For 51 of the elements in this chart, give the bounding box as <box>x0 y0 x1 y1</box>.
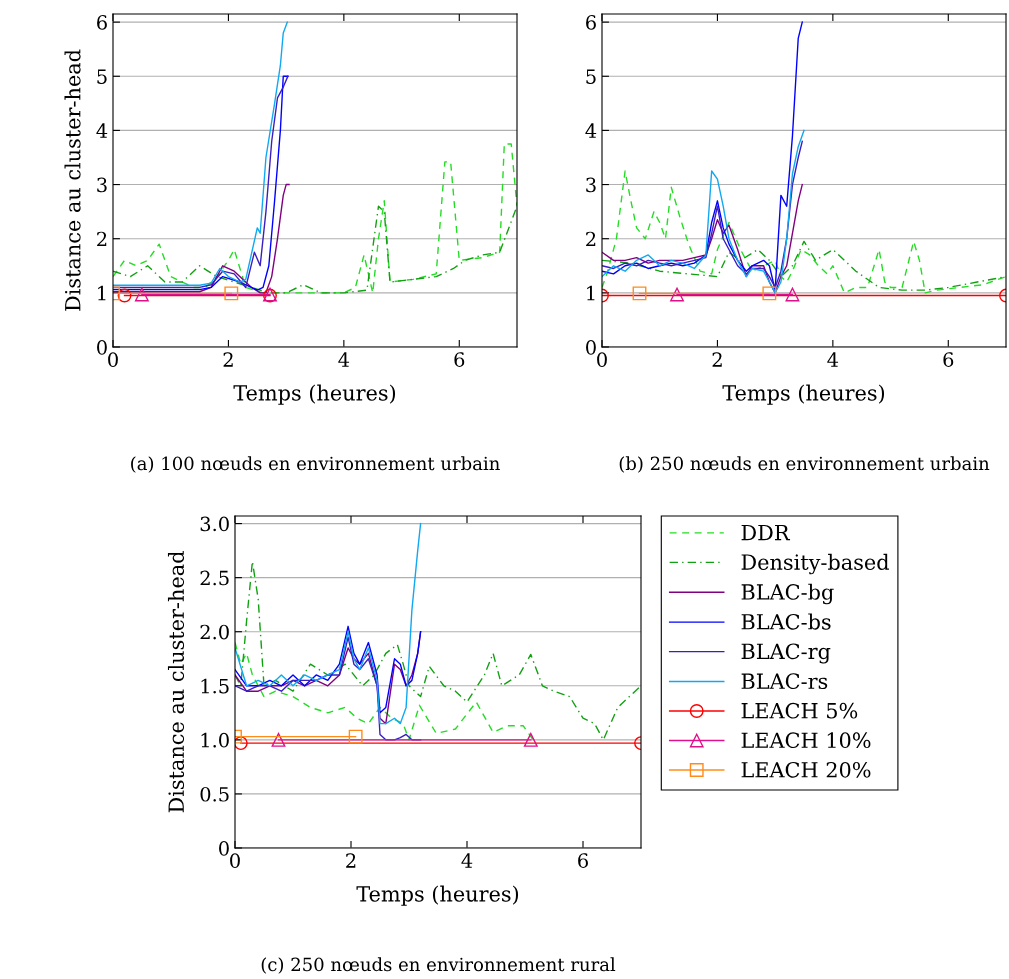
y-tick-label: 1 <box>587 285 595 301</box>
y-tick-label: 2 <box>97 231 107 247</box>
line-series <box>235 522 422 725</box>
y-tick-label: 0 <box>97 339 107 355</box>
x-tick-label: 4 <box>461 853 473 868</box>
legend-label: Density-based <box>741 553 889 575</box>
x-tick-label: 4 <box>338 352 350 367</box>
x-tick-label: 0 <box>108 352 118 367</box>
y-tick-label: 2 <box>586 231 596 247</box>
y-tick-label: 4 <box>96 123 108 138</box>
y-tick-label: 2.0 <box>200 624 229 640</box>
line-series <box>235 560 641 741</box>
x-tick-label: 2 <box>712 352 722 367</box>
y-tick-label: 0 <box>586 339 596 355</box>
x-axis-title: Temps (heures) <box>722 384 885 405</box>
text: (a) 100 nœuds en environnement urbain <box>131 456 500 473</box>
x-tick-label: 0 <box>597 352 607 367</box>
legend-label: LEACH 10% <box>741 732 871 749</box>
y-tick-label: 5 <box>97 69 107 84</box>
legend-label: BLAC-bs <box>741 613 831 630</box>
x-axis-title: Temps (heures) <box>356 885 519 906</box>
text: (b) 250 nœuds en environnement urbain <box>619 456 990 473</box>
legend-label: LEACH 5% <box>741 702 858 719</box>
y-tick-label: 3.0 <box>200 516 229 532</box>
legend-label: BLAC-rs <box>741 673 828 690</box>
y-tick-label: 2.5 <box>200 570 229 586</box>
y-tick-label: 1.5 <box>201 678 229 694</box>
y-tick-label: 6 <box>586 15 596 30</box>
y-tick-label: 0.5 <box>200 786 229 802</box>
y-tick-label: 5 <box>586 69 596 84</box>
y-tick-label: 6 <box>97 15 107 30</box>
x-tick-label: 0 <box>230 853 240 868</box>
y-tick-label: 1 <box>98 285 106 301</box>
y-tick-label: 4 <box>585 123 597 138</box>
text: (c) 250 nœuds en environnement rural <box>261 957 616 974</box>
legend-label: LEACH 20% <box>741 761 871 778</box>
legend-label: BLAC-bg <box>741 583 834 605</box>
x-tick-label: 6 <box>943 352 954 367</box>
x-axis-title: Temps (heures) <box>233 384 396 405</box>
legend-label: BLAC-rg <box>741 643 831 664</box>
y-axis-title: Distance au cluster-head <box>64 49 81 311</box>
x-tick-label: 2 <box>346 853 356 868</box>
y-tick-label: 3 <box>586 177 596 193</box>
x-tick-label: 4 <box>827 352 839 367</box>
legend-label: DDR <box>741 524 791 541</box>
x-tick-label: 6 <box>454 352 465 367</box>
y-axis-title: Distance au cluster-head <box>167 551 185 813</box>
y-tick-label: 1.0 <box>201 732 229 748</box>
y-tick-label: 3 <box>97 177 107 193</box>
line-series <box>235 625 422 714</box>
y-tick-label: 0 <box>219 840 229 856</box>
